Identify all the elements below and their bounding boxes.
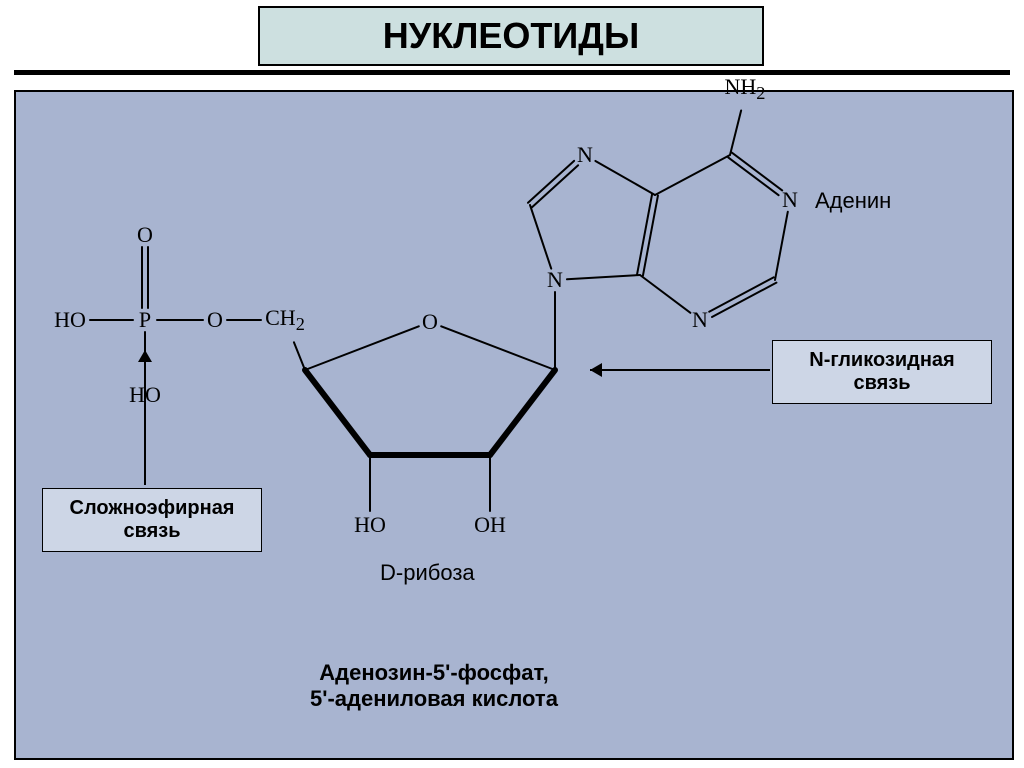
n7-atom: N: [577, 142, 593, 168]
n9-atom: N: [547, 267, 563, 293]
n-glycosidic-label-line1: N-гликозидная: [809, 349, 954, 372]
ester-bond-label-box: Сложноэфирная связь: [42, 488, 262, 552]
ribose-ring-o: O: [422, 309, 438, 335]
phosphate-o-top: O: [137, 222, 153, 248]
phosphorus-atom: P: [139, 307, 151, 333]
n1-atom: N: [782, 187, 798, 213]
caption-line1: Аденозин-5'-фосфат,: [310, 660, 558, 686]
n-glycosidic-label-line2: связь: [809, 372, 954, 395]
ribose-label: D-рибоза: [380, 560, 475, 586]
n3-atom: N: [692, 307, 708, 333]
phosphate-ho-left: HO: [54, 307, 86, 333]
adenine-label: Аденин: [815, 188, 891, 214]
n-glycosidic-label-box: N-гликозидная связь: [772, 340, 992, 404]
caption-line2: 5'-адениловая кислота: [310, 686, 558, 712]
phosphate-o-right: O: [207, 307, 223, 333]
nh2-group: NH2: [725, 74, 766, 104]
ester-bond-label-line2: связь: [70, 520, 235, 543]
compound-name-caption: Аденозин-5'-фосфат, 5'-адениловая кислот…: [310, 660, 558, 712]
ribose-2-oh: OH: [474, 512, 506, 538]
phosphate-ho-bottom: HO: [129, 382, 161, 408]
ester-bond-label-line1: Сложноэфирная: [70, 497, 235, 520]
ribose-3-ho: HO: [354, 512, 386, 538]
ch2-group: CH2: [265, 305, 305, 335]
